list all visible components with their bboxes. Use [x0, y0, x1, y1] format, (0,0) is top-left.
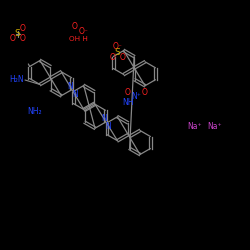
Text: O⁻: O⁻	[79, 27, 89, 36]
Text: N: N	[68, 82, 73, 91]
Text: Na⁺: Na⁺	[208, 122, 222, 131]
Text: S: S	[14, 29, 20, 38]
Text: S: S	[114, 48, 120, 57]
Text: O: O	[120, 53, 126, 62]
Text: O: O	[20, 24, 26, 33]
Text: H₂N: H₂N	[9, 76, 24, 84]
Text: O⁻: O⁻	[112, 42, 122, 51]
Text: N: N	[72, 90, 78, 99]
Text: O: O	[72, 22, 78, 31]
Text: O: O	[20, 34, 26, 43]
Text: N⁺: N⁺	[131, 92, 141, 101]
Text: Na⁺: Na⁺	[188, 122, 202, 131]
Text: OH H: OH H	[69, 36, 88, 42]
Text: O: O	[124, 88, 130, 97]
Text: NH: NH	[122, 98, 134, 107]
Text: O: O	[110, 53, 116, 62]
Text: O: O	[10, 34, 16, 43]
Text: N: N	[106, 122, 112, 131]
Text: O: O	[142, 88, 148, 97]
Text: N: N	[101, 114, 107, 123]
Text: NH₂: NH₂	[28, 107, 42, 116]
